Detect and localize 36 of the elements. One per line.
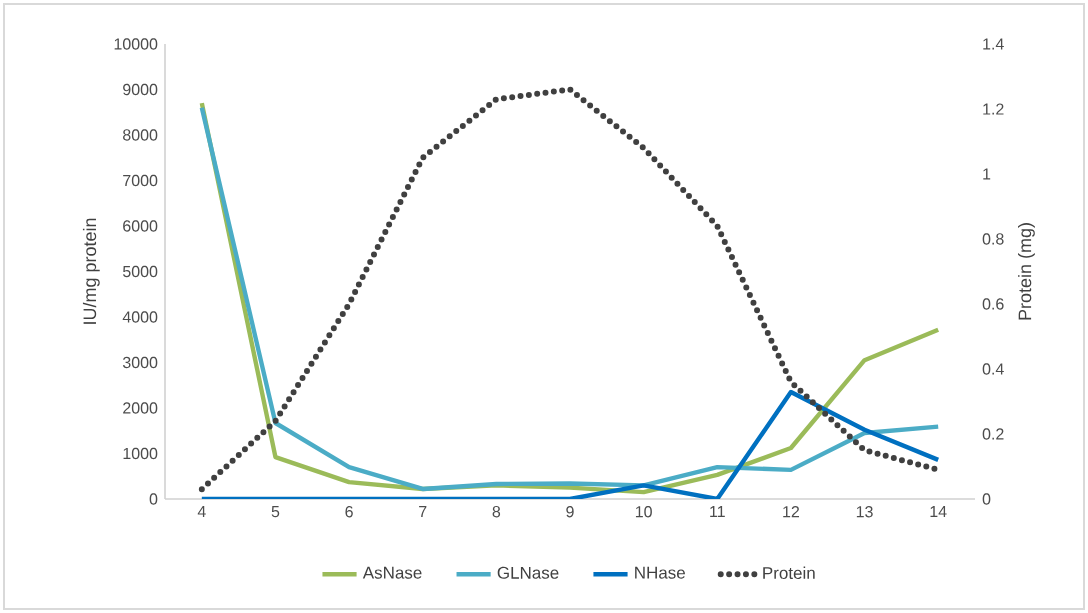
y-axis-title: IU/mg protein xyxy=(82,218,100,324)
y-tick-label: 9000 xyxy=(123,83,158,96)
y2-axis-title: Protein (mg) xyxy=(1018,223,1035,320)
y-tick-label: 4000 xyxy=(122,311,158,323)
y-tick-label: 2000 xyxy=(123,402,158,414)
x-tick-label: 6 xyxy=(345,506,353,518)
y-tick-label: 7000 xyxy=(123,174,158,187)
y2-tick-label: 0.8 xyxy=(982,233,1004,245)
legend-label: GLNase xyxy=(497,566,559,579)
y-tick-label: 5000 xyxy=(122,265,158,278)
x-tick-label: 9 xyxy=(566,506,574,518)
x-tick-label: 13 xyxy=(856,506,873,518)
x-tick-label: 14 xyxy=(930,506,947,518)
y2-tick-label: 1.4 xyxy=(983,38,1004,50)
x-tick-label: 12 xyxy=(783,506,799,518)
x-tick-label: 4 xyxy=(197,506,206,518)
legend-label: NHase xyxy=(635,566,685,579)
y-tick-label: 0 xyxy=(149,493,158,505)
y2-tick-label: 0.4 xyxy=(982,363,1004,375)
y2-tick-label: 0 xyxy=(982,493,991,505)
legend-label: Protein xyxy=(763,566,815,580)
x-tick-label: 8 xyxy=(492,506,501,518)
y-tick-label: 10000 xyxy=(114,38,158,50)
x-tick-label: 5 xyxy=(271,506,280,518)
x-tick-label: 11 xyxy=(710,506,725,518)
y-tick-label: 6000 xyxy=(123,220,158,232)
legend-label: AsNase xyxy=(362,566,422,579)
y2-tick-label: 0.6 xyxy=(982,298,1004,310)
y-tick-label: 1000 xyxy=(123,447,158,460)
y-tick-label: 8000 xyxy=(123,129,158,141)
y2-tick-label: 0.2 xyxy=(982,428,1004,440)
y-tick-label: 3000 xyxy=(122,356,158,369)
y2-tick-label: 1.2 xyxy=(983,103,1004,115)
y2-tick-label: 1 xyxy=(983,168,991,180)
x-tick-label: 10 xyxy=(635,506,652,518)
x-tick-label: 7 xyxy=(419,506,427,518)
